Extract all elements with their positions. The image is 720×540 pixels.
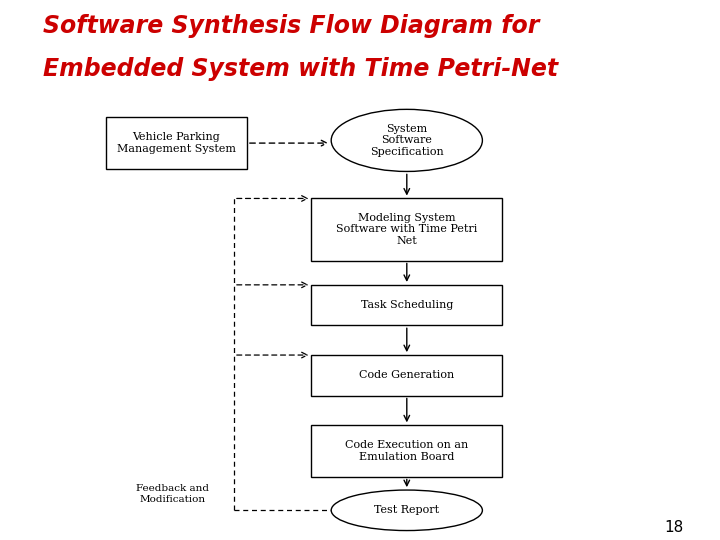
FancyBboxPatch shape [311, 199, 503, 261]
Text: Embedded System with Time Petri-Net: Embedded System with Time Petri-Net [43, 57, 558, 80]
Text: Software Synthesis Flow Diagram for: Software Synthesis Flow Diagram for [43, 14, 539, 37]
Text: 18: 18 [665, 519, 684, 535]
Text: System
Software
Specification: System Software Specification [370, 124, 444, 157]
Text: Vehicle Parking
Management System: Vehicle Parking Management System [117, 132, 236, 154]
FancyBboxPatch shape [311, 285, 503, 325]
Text: Code Generation: Code Generation [359, 370, 454, 380]
FancyBboxPatch shape [311, 355, 503, 395]
Text: Task Scheduling: Task Scheduling [361, 300, 453, 310]
Text: Test Report: Test Report [374, 505, 439, 515]
Ellipse shape [331, 109, 482, 172]
Text: Feedback and
Modification: Feedback and Modification [136, 484, 210, 504]
Text: Modeling System
Software with Time Petri
Net: Modeling System Software with Time Petri… [336, 213, 477, 246]
FancyBboxPatch shape [311, 426, 503, 476]
FancyBboxPatch shape [107, 117, 246, 168]
Ellipse shape [331, 490, 482, 530]
Text: Code Execution on an
Emulation Board: Code Execution on an Emulation Board [345, 440, 469, 462]
